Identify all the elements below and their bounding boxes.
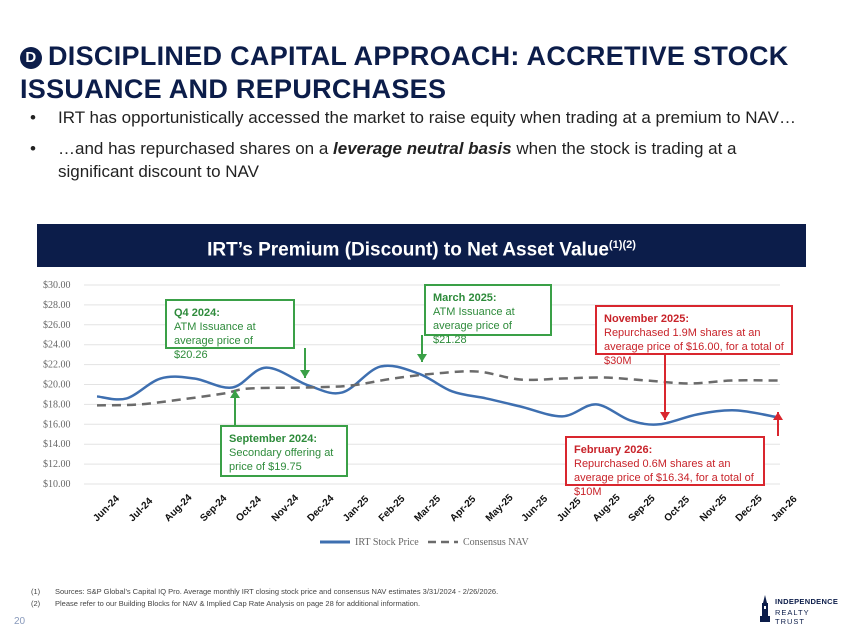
y-tick-label: $24.00 [43, 340, 71, 351]
nav-premium-chart: $30.00 $28.00 $26.00 $24.00 $22.00 $20.00 $18.… [43, 280, 800, 548]
x-tick-label: Sep-24 [198, 493, 229, 524]
x-tick-label: Jun-24 [91, 493, 122, 524]
consensus-nav-line [96, 370, 779, 407]
page-title: D DISCIPLINED CAPITAL APPROACH: ACCRETIVE… [20, 40, 830, 106]
arrow-september-2024-head [230, 390, 240, 398]
x-tick-label: Dec-24 [305, 493, 336, 524]
y-tick-label: $16.00 [43, 419, 71, 430]
x-tick-label: Feb-25 [377, 493, 408, 524]
footnote-1: (1) Sources: S&P Global’s Capital IQ Pro.… [31, 587, 499, 596]
y-tick-label: $10.00 [43, 479, 71, 490]
callout-february-2026: February 2026: Repurchased 0.6M shares at… [565, 436, 765, 498]
x-tick-label: Oct-24 [234, 494, 264, 524]
title-line-2: ISSUANCE AND REPURCHASES [20, 74, 447, 104]
section-badge: D [20, 47, 42, 69]
title-line-1: D DISCIPLINED CAPITAL APPROACH: ACCRETIVE… [20, 40, 830, 73]
y-tick-label: $20.00 [43, 380, 71, 391]
legend-label-nav: Consensus NAV [463, 537, 529, 548]
callout-september-2024: September 2024: Secondary offering at pri… [220, 425, 348, 477]
page-number: 20 [14, 616, 26, 627]
callout-november-2025: November 2025: Repurchased 1.9M shares at… [595, 305, 793, 367]
arrow-q4-2024-head [300, 370, 310, 378]
y-tick-label: $18.00 [43, 399, 71, 410]
x-tick-label: Jan-25 [341, 494, 371, 524]
tower-icon [760, 595, 770, 622]
x-tick-label: Jul-24 [127, 496, 156, 525]
arrow-february-2026-head [773, 412, 783, 420]
y-tick-label: $30.00 [43, 280, 71, 291]
company-logo: INDEPENDENCE REALTY TRUST [758, 594, 838, 626]
y-tick-label: $28.00 [43, 300, 71, 311]
callout-q4-2024: Q4 2024: ATM Issuance at average price of… [165, 299, 295, 361]
x-tick-label: Nov-24 [270, 492, 302, 524]
bullet-list: • IRT has opportunistically accessed the… [30, 106, 810, 191]
arrow-november-2025-head [660, 412, 670, 420]
x-tick-label: Jun-25 [520, 493, 551, 524]
bullet-item-1: • IRT has opportunistically accessed the… [30, 108, 796, 127]
y-tick-label: $12.00 [43, 459, 71, 470]
y-tick-label: $26.00 [43, 320, 71, 331]
x-tick-label: Apr-25 [448, 494, 478, 524]
x-tick-label: May-25 [484, 492, 516, 524]
arrow-march-2025-head [417, 354, 427, 362]
footnote-2: (2) Please refer to our Building Blocks f… [31, 599, 421, 608]
stock-price-line [96, 364, 779, 426]
callout-march-2025: March 2025: ATM Issuance at average price… [424, 284, 552, 346]
bullet-item-2: • …and has repurchased shares on a lever… [30, 139, 737, 181]
chart-title-banner: IRT’s Premium (Discount) to Net Asset Va… [37, 224, 806, 267]
bullet-marker: • [30, 108, 36, 127]
x-tick-label: Jul-25 [555, 496, 584, 525]
footnotes: (1) Sources: S&P Global’s Capital IQ Pro.… [31, 586, 498, 610]
x-tick-label: Jan-26 [769, 494, 799, 524]
x-tick-label: Mar-25 [413, 493, 444, 524]
x-tick-label: Aug-24 [163, 492, 195, 524]
bullet-marker: • [30, 139, 36, 158]
y-tick-label: $22.00 [43, 360, 71, 371]
y-tick-label: $14.00 [43, 439, 71, 450]
legend-label-stock: IRT Stock Price [355, 537, 419, 548]
emphasis-text: leverage neutral basis [333, 139, 512, 158]
